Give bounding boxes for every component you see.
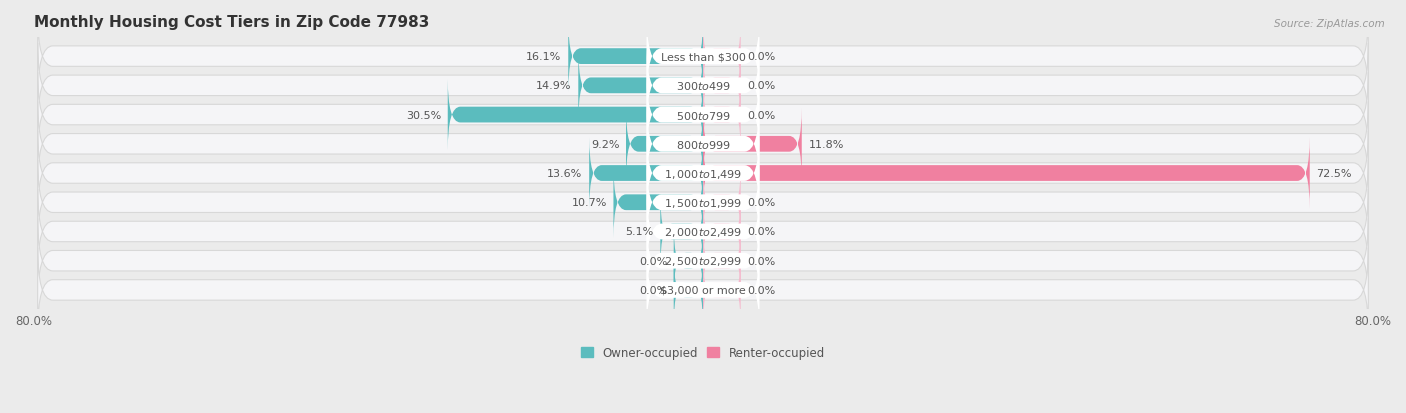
FancyBboxPatch shape <box>613 167 703 239</box>
FancyBboxPatch shape <box>38 131 1368 216</box>
FancyBboxPatch shape <box>647 129 759 218</box>
FancyBboxPatch shape <box>647 12 759 102</box>
Text: $500 to $799: $500 to $799 <box>675 109 731 121</box>
Legend: Owner-occupied, Renter-occupied: Owner-occupied, Renter-occupied <box>578 343 828 363</box>
Text: $3,000 or more: $3,000 or more <box>661 285 745 295</box>
FancyBboxPatch shape <box>647 246 759 335</box>
FancyBboxPatch shape <box>38 248 1368 332</box>
Text: 10.7%: 10.7% <box>571 198 607 208</box>
Text: $800 to $999: $800 to $999 <box>675 138 731 150</box>
Text: $1,500 to $1,999: $1,500 to $1,999 <box>664 196 742 209</box>
FancyBboxPatch shape <box>703 50 741 122</box>
FancyBboxPatch shape <box>703 79 741 151</box>
FancyBboxPatch shape <box>703 225 741 297</box>
Text: 0.0%: 0.0% <box>748 52 776 62</box>
FancyBboxPatch shape <box>38 44 1368 128</box>
FancyBboxPatch shape <box>38 73 1368 158</box>
FancyBboxPatch shape <box>38 102 1368 187</box>
FancyBboxPatch shape <box>578 50 703 122</box>
Text: Source: ZipAtlas.com: Source: ZipAtlas.com <box>1274 19 1385 28</box>
FancyBboxPatch shape <box>447 79 703 151</box>
Text: 0.0%: 0.0% <box>638 285 666 295</box>
FancyBboxPatch shape <box>703 167 741 239</box>
FancyBboxPatch shape <box>703 196 741 268</box>
FancyBboxPatch shape <box>38 190 1368 274</box>
FancyBboxPatch shape <box>589 138 703 209</box>
Text: 16.1%: 16.1% <box>526 52 561 62</box>
FancyBboxPatch shape <box>673 225 703 297</box>
Text: 0.0%: 0.0% <box>748 285 776 295</box>
Text: 11.8%: 11.8% <box>808 140 844 150</box>
Text: 0.0%: 0.0% <box>748 81 776 91</box>
Text: $300 to $499: $300 to $499 <box>675 80 731 92</box>
FancyBboxPatch shape <box>647 100 759 189</box>
Text: 0.0%: 0.0% <box>748 198 776 208</box>
Text: 9.2%: 9.2% <box>591 140 619 150</box>
FancyBboxPatch shape <box>647 158 759 247</box>
Text: 0.0%: 0.0% <box>748 110 776 120</box>
FancyBboxPatch shape <box>703 21 741 93</box>
Text: 0.0%: 0.0% <box>748 256 776 266</box>
FancyBboxPatch shape <box>38 161 1368 245</box>
FancyBboxPatch shape <box>626 109 703 180</box>
Text: 0.0%: 0.0% <box>638 256 666 266</box>
FancyBboxPatch shape <box>647 216 759 306</box>
FancyBboxPatch shape <box>647 188 759 277</box>
FancyBboxPatch shape <box>703 254 741 326</box>
FancyBboxPatch shape <box>703 138 1310 209</box>
FancyBboxPatch shape <box>661 196 703 268</box>
Text: 14.9%: 14.9% <box>536 81 572 91</box>
Text: $2,000 to $2,499: $2,000 to $2,499 <box>664 225 742 238</box>
FancyBboxPatch shape <box>673 254 703 326</box>
Text: Less than $300: Less than $300 <box>661 52 745 62</box>
Text: 72.5%: 72.5% <box>1316 169 1353 178</box>
Text: $2,500 to $2,999: $2,500 to $2,999 <box>664 254 742 268</box>
FancyBboxPatch shape <box>647 71 759 160</box>
Text: 30.5%: 30.5% <box>406 110 441 120</box>
Text: $1,000 to $1,499: $1,000 to $1,499 <box>664 167 742 180</box>
Text: 13.6%: 13.6% <box>547 169 582 178</box>
FancyBboxPatch shape <box>703 109 801 180</box>
FancyBboxPatch shape <box>38 15 1368 99</box>
Text: 0.0%: 0.0% <box>748 227 776 237</box>
Text: 5.1%: 5.1% <box>626 227 654 237</box>
FancyBboxPatch shape <box>38 219 1368 304</box>
FancyBboxPatch shape <box>647 42 759 131</box>
FancyBboxPatch shape <box>568 21 703 93</box>
Text: Monthly Housing Cost Tiers in Zip Code 77983: Monthly Housing Cost Tiers in Zip Code 7… <box>34 15 429 30</box>
